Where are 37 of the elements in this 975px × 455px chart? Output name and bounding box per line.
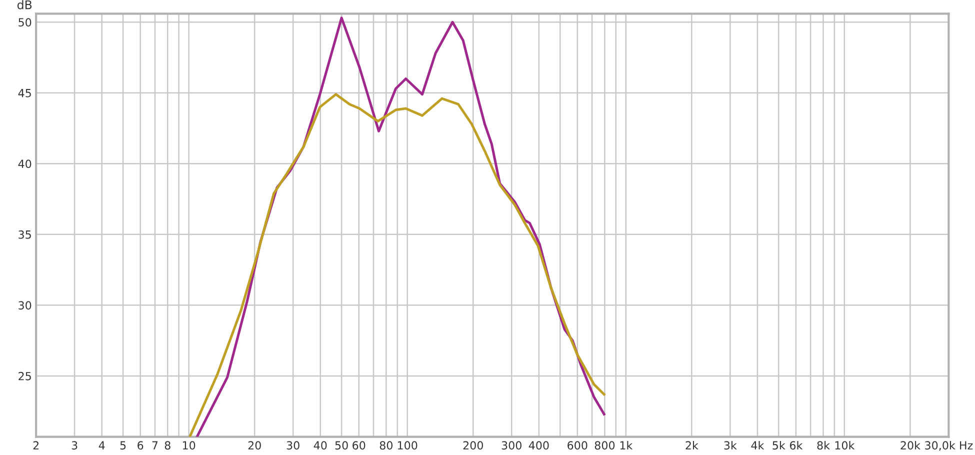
- x-tick-label: 80: [380, 441, 393, 450]
- x-tick-label: 6k: [790, 440, 803, 450]
- y-tick-label: 25: [18, 372, 31, 380]
- x-tick-label: 4k: [751, 440, 764, 450]
- x-tick-label: 6: [138, 441, 144, 450]
- x-tick-label: 8k: [817, 440, 830, 450]
- x-tick-label: 5: [120, 441, 126, 450]
- x-tick-label: 30: [286, 441, 300, 450]
- y-tick-label: 45: [18, 89, 31, 98]
- y-tick-label: 40: [18, 160, 32, 168]
- x-tick-label: 3: [72, 441, 78, 450]
- x-tick-label: 1k: [620, 440, 633, 450]
- x-tick-label: 10: [182, 441, 196, 450]
- x-tick-label: 300: [502, 441, 522, 450]
- x-tick-label: 50: [335, 441, 348, 450]
- y-tick-label: 50: [18, 18, 32, 27]
- x-tick-label: 2: [33, 441, 38, 450]
- y-tick-label: 35: [18, 230, 31, 239]
- y-tick-label: 30: [18, 301, 32, 310]
- x-tick-label: 60: [352, 441, 366, 450]
- x-tick-label: 30,0k Hz: [925, 440, 973, 451]
- x-tick-label: 7: [152, 441, 158, 450]
- x-tick-label: 100: [398, 441, 418, 450]
- x-tick-label: 2k: [686, 440, 698, 450]
- x-tick-label: 10k: [835, 440, 855, 450]
- x-tick-label: 5k: [772, 440, 786, 450]
- x-tick-label: 4: [98, 441, 105, 450]
- x-tick-label: 40: [314, 441, 327, 450]
- x-tick-label: 200: [463, 441, 483, 450]
- x-tick-label: 3k: [724, 440, 737, 450]
- x-tick-label: 20: [248, 441, 261, 450]
- x-tick-label: 600: [568, 441, 588, 450]
- x-tick-label: 400: [528, 441, 549, 450]
- x-tick-label: 8: [164, 441, 170, 450]
- y-axis-title: dB: [17, 0, 32, 10]
- x-tick-label: 20k: [900, 440, 920, 450]
- x-tick-label: 800: [594, 441, 615, 450]
